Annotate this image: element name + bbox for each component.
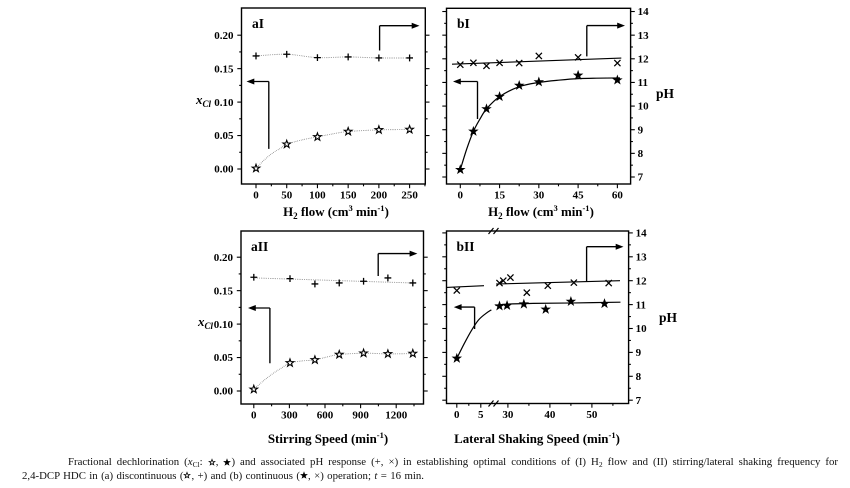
svg-text:0.15: 0.15 — [214, 63, 234, 75]
svg-text:12: 12 — [636, 275, 648, 287]
svg-text:xCl: xCl — [197, 314, 214, 331]
svg-text:Lateral Shaking Speed (min-1): Lateral Shaking Speed (min-1) — [454, 430, 620, 446]
svg-text:H2 flow (cm3 min-1): H2 flow (cm3 min-1) — [488, 203, 594, 221]
svg-text:40: 40 — [544, 409, 556, 421]
svg-text:aII: aII — [251, 239, 268, 254]
svg-text:30: 30 — [502, 409, 514, 421]
svg-text:0: 0 — [458, 190, 464, 202]
svg-text:H2 flow (cm3 min-1): H2 flow (cm3 min-1) — [283, 203, 389, 221]
svg-text:0: 0 — [251, 410, 257, 422]
svg-text:0.20: 0.20 — [214, 30, 234, 42]
svg-text:50: 50 — [586, 409, 598, 421]
svg-text:30: 30 — [533, 190, 545, 202]
svg-text:8: 8 — [636, 371, 642, 383]
svg-text:600: 600 — [317, 410, 334, 422]
svg-text:15: 15 — [494, 190, 506, 202]
svg-text:10: 10 — [638, 101, 650, 113]
svg-text:250: 250 — [401, 190, 418, 202]
svg-text:bI: bI — [457, 16, 470, 31]
svg-text:7: 7 — [636, 395, 642, 407]
svg-text:150: 150 — [340, 190, 357, 202]
svg-text:100: 100 — [309, 190, 326, 202]
svg-text:0.00: 0.00 — [214, 386, 234, 398]
svg-text:14: 14 — [638, 6, 650, 18]
svg-text:5: 5 — [478, 409, 484, 421]
svg-text:9: 9 — [636, 347, 642, 359]
svg-text:pH: pH — [659, 310, 678, 325]
svg-text:xCl: xCl — [195, 92, 212, 109]
svg-text:8: 8 — [638, 148, 644, 160]
svg-text:45: 45 — [573, 190, 585, 202]
svg-text:Stirring Speed (min-1): Stirring Speed (min-1) — [268, 430, 388, 446]
svg-text:50: 50 — [281, 190, 293, 202]
svg-text:14: 14 — [636, 228, 648, 240]
svg-text:0.10: 0.10 — [214, 319, 234, 331]
svg-text:60: 60 — [612, 190, 624, 202]
svg-text:0: 0 — [454, 409, 460, 421]
svg-text:0: 0 — [253, 190, 259, 202]
svg-text:13: 13 — [638, 30, 650, 42]
svg-text:10: 10 — [636, 323, 648, 335]
svg-text:0.15: 0.15 — [214, 285, 234, 297]
svg-text:0.20: 0.20 — [214, 252, 234, 264]
svg-text:0.05: 0.05 — [214, 352, 234, 364]
svg-text:13: 13 — [636, 252, 648, 264]
svg-text:900: 900 — [352, 410, 369, 422]
svg-text:aI: aI — [252, 16, 264, 31]
svg-text:11: 11 — [638, 77, 648, 89]
svg-text:0.05: 0.05 — [214, 130, 234, 142]
svg-text:12: 12 — [638, 53, 650, 65]
svg-text:pH: pH — [656, 86, 675, 101]
svg-text:1200: 1200 — [385, 410, 408, 422]
svg-text:200: 200 — [371, 190, 388, 202]
svg-text:300: 300 — [281, 410, 298, 422]
svg-text:7: 7 — [638, 172, 644, 184]
svg-text:9: 9 — [638, 124, 644, 136]
svg-text:0.10: 0.10 — [214, 97, 234, 109]
svg-text:0.00: 0.00 — [214, 164, 234, 176]
svg-text:11: 11 — [636, 299, 646, 311]
svg-text:bII: bII — [457, 239, 475, 254]
